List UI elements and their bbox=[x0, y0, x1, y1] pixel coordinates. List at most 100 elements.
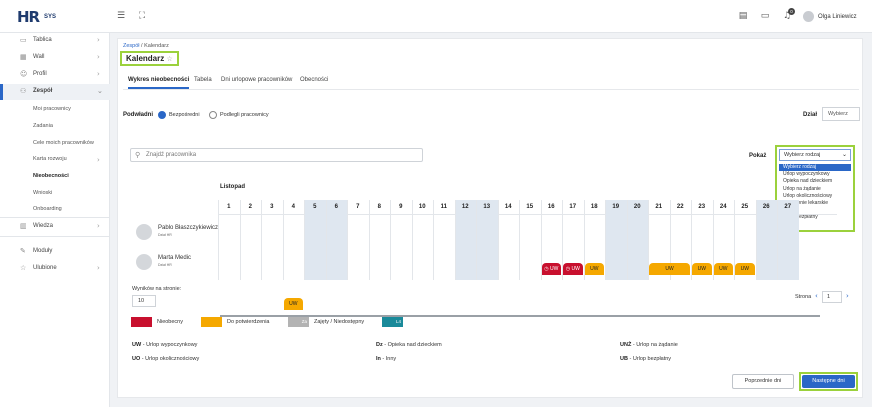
dzial-select[interactable]: Wybierz bbox=[822, 107, 860, 121]
search-placeholder: Znajdź pracownika bbox=[146, 152, 197, 158]
top-bar: HR SYS ☰ ⛶ ▤ ▭ ♫ 0 Olga Liniewicz bbox=[0, 0, 872, 33]
calendar-day-number: 7 bbox=[356, 204, 360, 210]
calendar-day-number: 25 bbox=[741, 204, 749, 210]
hamburger-menu-icon[interactable]: ☰ bbox=[116, 11, 126, 21]
sidebar-item-zespol[interactable]: ⚇ Zespół ⌄ bbox=[0, 84, 110, 100]
abbr-desc: - Opieka nad dzieckiem bbox=[384, 342, 442, 348]
sidebar-item-profil[interactable]: ☺ Profil › bbox=[0, 67, 110, 83]
tab-wykres[interactable]: Wykres nieobecności bbox=[128, 75, 190, 89]
dropdown-option[interactable]: Zwolnienie lekarskie bbox=[783, 200, 829, 206]
calendar-day-column bbox=[218, 200, 240, 280]
book-icon: ▥ bbox=[20, 222, 27, 230]
clipboard-icon[interactable]: ▤ bbox=[738, 11, 748, 21]
absence-block[interactable]: UW bbox=[713, 263, 733, 275]
absence-block[interactable]: UW bbox=[584, 263, 604, 275]
dropdown-option[interactable]: Urlop bezpłatny bbox=[783, 214, 818, 221]
calendar-day-column bbox=[648, 200, 670, 280]
calendar-day-number: 13 bbox=[483, 204, 491, 210]
abbr-ub: UB - Urlop bezpłatny bbox=[620, 356, 671, 362]
abbr-code: UB bbox=[620, 356, 628, 362]
calendar-day-column bbox=[454, 200, 476, 280]
calendar-day-number: 24 bbox=[719, 204, 727, 210]
monitor-icon: ▭ bbox=[20, 36, 27, 44]
breadcrumb-parent[interactable]: Zespół bbox=[123, 43, 140, 49]
dropdown-option[interactable]: Opieka nad dzieckiem bbox=[783, 178, 833, 185]
pokaz-label: Pokaż bbox=[749, 153, 767, 159]
calendar-day-column bbox=[347, 200, 369, 280]
calendar-day-column bbox=[390, 200, 412, 280]
sidebar-divider bbox=[0, 236, 110, 237]
calendar-day-column bbox=[540, 200, 563, 280]
absence-block[interactable]: ◷ UW bbox=[541, 263, 561, 275]
calendar-day-number: 6 bbox=[334, 204, 338, 210]
sidebar-item-wiedza[interactable]: ▥ Wiedza › bbox=[0, 219, 110, 235]
sidebar-item-tablica[interactable]: ▭ Tablica › bbox=[0, 33, 110, 49]
calendar-day-number: 1 bbox=[227, 204, 231, 210]
per-page-select[interactable]: 10 bbox=[132, 295, 156, 307]
page-select[interactable]: 1 bbox=[822, 291, 842, 303]
calendar-day-number: 26 bbox=[762, 204, 770, 210]
app-logo[interactable]: HR SYS bbox=[17, 8, 57, 26]
chevron-right-icon: › bbox=[97, 264, 100, 272]
legend-swatch: Za bbox=[288, 317, 309, 327]
calendar-scrollbar[interactable] bbox=[220, 315, 820, 317]
next-days-button[interactable]: Następne dni bbox=[802, 375, 855, 388]
calendar-day-number: 17 bbox=[569, 204, 577, 210]
team-icon: ⚇ bbox=[20, 87, 27, 95]
favorite-star-icon[interactable]: ☆ bbox=[166, 55, 173, 63]
dropdown-option[interactable]: Wybierz rodzaj bbox=[779, 164, 851, 172]
radio-podlegli-label[interactable]: Podlegli pracownicy bbox=[220, 112, 269, 118]
absence-block[interactable]: UW bbox=[692, 263, 712, 275]
absence-block[interactable]: UW bbox=[283, 298, 303, 310]
calendar-day-number: 16 bbox=[547, 204, 555, 210]
pokaz-select[interactable]: Wybierz rodzaj ⌄ bbox=[779, 149, 851, 161]
user-avatar[interactable] bbox=[803, 11, 814, 22]
sidebar-subitem-cele[interactable]: Cele moich pracowników bbox=[33, 140, 94, 146]
legend-label: Do potwierdzenia bbox=[227, 319, 270, 325]
calendar-day-number: 3 bbox=[270, 204, 274, 210]
abbr-code: Dz bbox=[376, 342, 383, 348]
fullscreen-icon[interactable]: ⛶ bbox=[138, 11, 146, 21]
sidebar-item-ulubione[interactable]: ☆ Ulubione › bbox=[0, 261, 110, 277]
sidebar-subitem-karta-rozwoju[interactable]: Karta rozwoju bbox=[33, 156, 67, 162]
next-days-highlight: Następne dni bbox=[799, 372, 858, 391]
absence-block[interactable]: ◷ UW bbox=[563, 263, 583, 275]
dropdown-option[interactable]: Urlop na żądanie bbox=[783, 185, 821, 192]
tab-obecnosci[interactable]: Obecności bbox=[300, 77, 329, 83]
sidebar-subitem-nieobecnosci[interactable]: Nieobecności bbox=[33, 173, 69, 179]
calendar-day-column bbox=[519, 200, 541, 280]
sidebar-subitem-onboarding[interactable]: Onboarding bbox=[33, 206, 62, 212]
abbr-code: UO bbox=[132, 356, 141, 362]
tab-tabela[interactable]: Tabela bbox=[194, 77, 212, 83]
user-name[interactable]: Olga Liniewicz bbox=[818, 14, 857, 20]
radio-bezposredni[interactable] bbox=[158, 111, 166, 119]
sidebar-subitem-wnioski[interactable]: Wnioski bbox=[33, 190, 53, 196]
sidebar-item-wall[interactable]: ▦ Wall › bbox=[0, 50, 110, 66]
sidebar-item-moduly[interactable]: ✎ Moduły bbox=[0, 244, 110, 260]
abbr-code: In bbox=[376, 356, 381, 362]
calendar-day-column bbox=[734, 200, 756, 280]
sidebar-item-label: Wall bbox=[33, 54, 45, 60]
chevron-left-icon[interactable]: ‹ bbox=[815, 292, 818, 300]
radio-bezposredni-label[interactable]: Bezpośredni bbox=[169, 112, 200, 118]
bell-icon[interactable]: ♫ bbox=[782, 11, 792, 21]
chat-icon[interactable]: ▭ bbox=[760, 11, 770, 21]
search-input[interactable]: ⚲ Znajdź pracownika bbox=[130, 148, 423, 162]
chevron-right-icon[interactable]: › bbox=[846, 292, 849, 300]
calendar-day-number: 8 bbox=[377, 204, 381, 210]
sidebar-item-label: Ulubione bbox=[33, 265, 57, 271]
sidebar-item-label: Moduły bbox=[33, 248, 53, 254]
dropdown-option[interactable]: Urlop wypoczynkowy bbox=[783, 171, 830, 178]
tab-dni-urlopowe[interactable]: Dni urlopowe pracowników bbox=[221, 77, 293, 83]
radio-podlegli[interactable] bbox=[209, 111, 217, 119]
calendar-day-number: 15 bbox=[526, 204, 534, 210]
calendar-header-line bbox=[218, 214, 837, 215]
absence-block[interactable]: UW bbox=[735, 263, 755, 275]
wrench-icon: ✎ bbox=[20, 247, 26, 255]
previous-days-button[interactable]: Poprzednie dni bbox=[732, 374, 794, 389]
absence-block[interactable]: UW bbox=[649, 263, 690, 275]
sidebar-subitem-moi-pracownicy[interactable]: Moi pracownicy bbox=[33, 106, 71, 112]
sidebar-subitem-zadania[interactable]: Zadania bbox=[33, 123, 53, 129]
dropdown-option[interactable]: Urlop okolicznościowy bbox=[783, 192, 833, 199]
chevron-right-icon: › bbox=[97, 36, 100, 44]
